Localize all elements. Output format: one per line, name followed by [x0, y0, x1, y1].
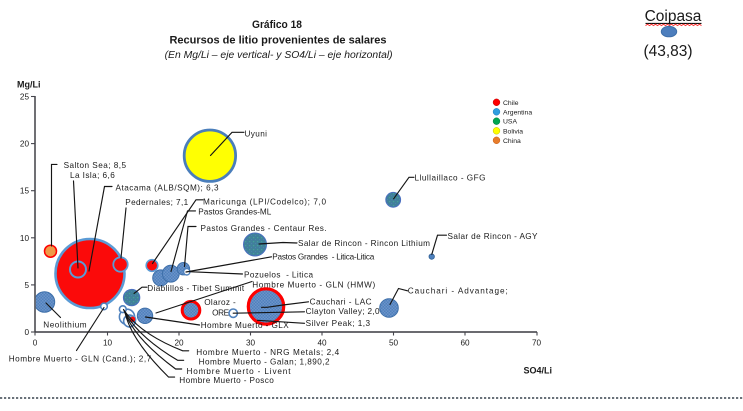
svg-text:Cauchari - Advantage;: Cauchari - Advantage;: [408, 287, 508, 296]
svg-text:Silver Peak; 1,3: Silver Peak; 1,3: [306, 319, 371, 328]
svg-text:Hombre Muerto - Livent: Hombre Muerto - Livent: [187, 367, 292, 376]
svg-text:0: 0: [24, 328, 29, 337]
svg-text:Salar de Rincon - AGY: Salar de Rincon - AGY: [448, 232, 539, 241]
svg-text:Bolivia: Bolivia: [503, 128, 523, 135]
svg-text:Hombre Muerto - Posco: Hombre Muerto - Posco: [179, 376, 274, 385]
svg-text:Pozuelos - Litica: Pozuelos - Litica: [244, 271, 313, 280]
svg-text:Argentina: Argentina: [503, 109, 532, 116]
svg-text:30: 30: [246, 339, 256, 348]
svg-text:Diablillos - Tibet Summit: Diablillos - Tibet Summit: [147, 284, 245, 293]
svg-text:Pastos Grandes - Centaur Res.: Pastos Grandes - Centaur Res.: [201, 224, 327, 233]
svg-text:10: 10: [103, 339, 113, 348]
svg-text:La Isla; 6,6: La Isla; 6,6: [70, 171, 115, 180]
svg-text:0: 0: [33, 339, 38, 348]
svg-text:Uyuni: Uyuni: [245, 130, 268, 139]
svg-text:Coipasa: Coipasa: [645, 8, 702, 25]
svg-text:Neolithium: Neolithium: [43, 321, 86, 330]
svg-text:(En Mg/Li – eje vertical- y SO: (En Mg/Li – eje vertical- y SO4/Li – eje…: [165, 50, 393, 61]
svg-text:25: 25: [20, 93, 30, 102]
svg-text:Salton Sea; 8,5: Salton Sea; 8,5: [64, 161, 127, 170]
svg-text:40: 40: [317, 339, 327, 348]
svg-text:Hombre Muerto - Galan; 1,890,2: Hombre Muerto - Galan; 1,890,2: [199, 358, 330, 367]
svg-text:Hombre Muerto - GLX: Hombre Muerto - GLX: [201, 321, 290, 330]
svg-text:Atacama (ALB/SQM); 6,3: Atacama (ALB/SQM); 6,3: [116, 184, 219, 193]
svg-text:Cauchari - LAC: Cauchari - LAC: [310, 298, 372, 307]
svg-text:10: 10: [20, 234, 30, 243]
svg-text:(43,83): (43,83): [643, 43, 692, 60]
svg-text:20: 20: [20, 140, 30, 149]
svg-text:Clayton Valley; 2,0: Clayton Valley; 2,0: [306, 307, 380, 316]
svg-text:Pastos Grandes - Litica-Litic: Pastos Grandes - Litica-Litica: [272, 253, 374, 262]
svg-text:Hombre Muerto - GLN (HMW): Hombre Muerto - GLN (HMW): [252, 281, 375, 290]
svg-text:Chile: Chile: [503, 100, 519, 107]
svg-text:Olaroz -: Olaroz -: [204, 298, 236, 307]
svg-text:Gráfico 18: Gráfico 18: [252, 19, 302, 31]
svg-text:15: 15: [20, 187, 30, 196]
svg-text:USA: USA: [503, 119, 517, 126]
svg-text:Hombre Muerto - GLN (Cand.); 2: Hombre Muerto - GLN (Cand.); 2,7: [9, 355, 152, 364]
svg-text:Salar de Rincon - Rincon Lithi: Salar de Rincon - Rincon Lithium: [298, 239, 430, 248]
svg-text:70: 70: [532, 339, 542, 348]
svg-text:SO4/Li: SO4/Li: [524, 366, 553, 376]
svg-text:China: China: [503, 138, 521, 145]
svg-text:Maricunga (LPI/Codelco); 7,0: Maricunga (LPI/Codelco); 7,0: [203, 197, 326, 206]
svg-text:5: 5: [24, 281, 29, 290]
svg-text:60: 60: [460, 339, 470, 348]
svg-text:50: 50: [389, 339, 399, 348]
svg-text:Pastos Grandes-ML: Pastos Grandes-ML: [198, 208, 271, 217]
svg-text:Hombre Muerto - NRG Metals; 2,: Hombre Muerto - NRG Metals; 2,4: [196, 348, 339, 357]
svg-text:Llullaillaco - GFG: Llullaillaco - GFG: [415, 174, 486, 183]
svg-text:Mg/Li: Mg/Li: [17, 80, 41, 90]
svg-text:Pedernales; 7,1: Pedernales; 7,1: [125, 198, 188, 207]
svg-text:ORE: ORE: [212, 309, 230, 318]
svg-text:Recursos de litio provenientes: Recursos de litio provenientes de salare…: [169, 35, 386, 47]
svg-text:20: 20: [174, 339, 184, 348]
